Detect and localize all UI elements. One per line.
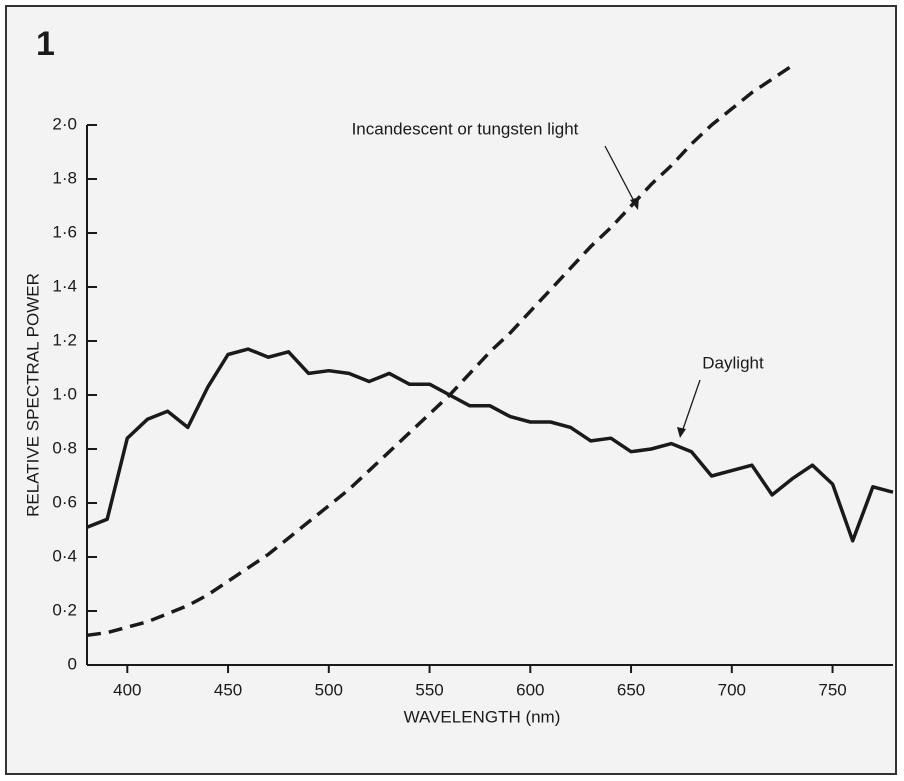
x-tick-label: 700 (718, 680, 746, 699)
figure-frame (5, 5, 897, 775)
y-tick-label: 1·6 (52, 222, 77, 241)
y-tick-label: 0·6 (52, 492, 77, 511)
y-tick-label: 0·2 (52, 600, 77, 619)
y-tick-label: 1·0 (52, 384, 77, 403)
panel-label: 1 (36, 25, 55, 63)
x-tick-label: 500 (315, 680, 343, 699)
y-tick-label: 0 (68, 654, 77, 673)
x-axis-title: WAVELENGTH (nm) (404, 707, 561, 726)
annotation-arrow (604, 145, 637, 206)
y-axis-title: RELATIVE SPECTRAL POWER (23, 273, 42, 517)
y-tick-label: 2·0 (52, 114, 77, 133)
data-line (86, 64, 794, 638)
annotation-arrowhead (677, 427, 686, 438)
x-tick-label: 650 (617, 680, 645, 699)
y-tick-label: 1·4 (52, 276, 77, 295)
annotation-arrow (681, 379, 701, 433)
x-tick-label: 550 (415, 680, 443, 699)
annotation: Daylight (702, 353, 764, 372)
x-tick-label: 750 (818, 680, 846, 699)
y-tick-label: 1·8 (52, 168, 77, 187)
y-tick-label: 0·4 (52, 546, 77, 565)
x-tick-label: 450 (214, 680, 242, 699)
x-tick-label: 600 (516, 680, 544, 699)
annotation: Incandescent or tungsten light (352, 119, 579, 138)
y-tick-label: 1·2 (52, 330, 77, 349)
data-line (86, 347, 894, 543)
y-tick-label: 0·8 (52, 438, 77, 457)
x-tick-label: 400 (113, 680, 141, 699)
